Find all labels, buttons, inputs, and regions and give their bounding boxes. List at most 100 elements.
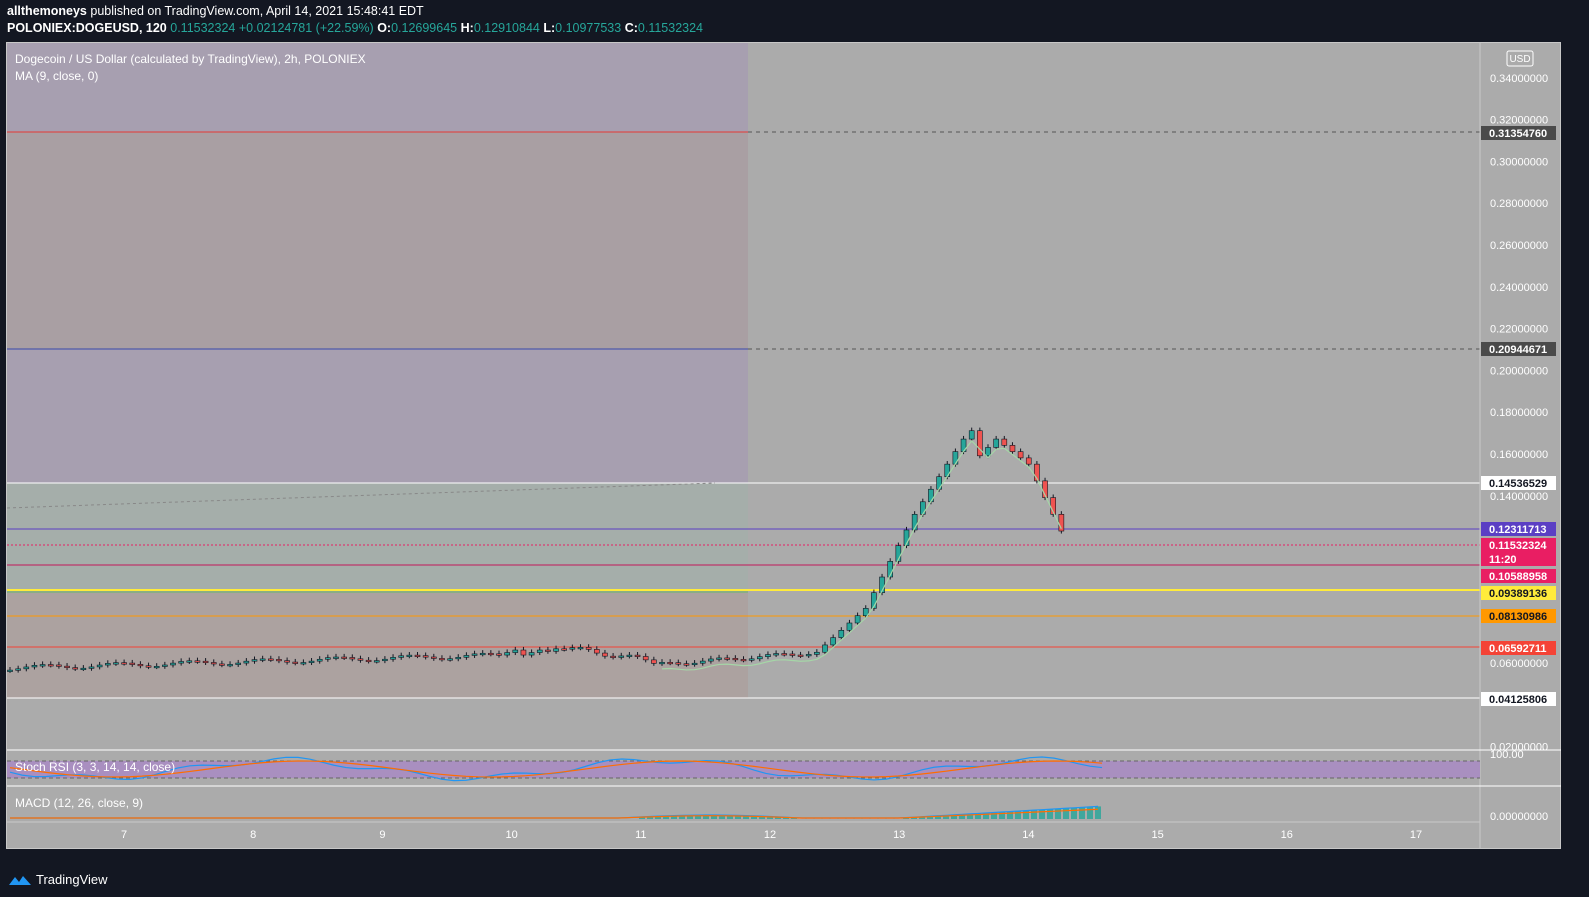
candle-body — [251, 659, 258, 662]
macd-bar — [735, 815, 741, 819]
macd-bar — [679, 815, 685, 819]
macd-bar — [1015, 811, 1021, 819]
candle-body — [830, 637, 836, 646]
candle-body — [683, 663, 690, 666]
tradingview-logo-icon — [9, 875, 31, 885]
candle-body — [439, 658, 445, 661]
trend-line[interactable] — [6, 482, 716, 509]
macd-bar — [951, 814, 957, 819]
macd-bar — [719, 815, 725, 819]
macd-bar — [663, 815, 669, 819]
y-tick-label: 0.34000000 — [1490, 73, 1548, 85]
candle-body — [300, 662, 307, 665]
candle-body — [23, 666, 30, 670]
candle-body — [1025, 457, 1032, 465]
macd-bar — [911, 817, 917, 819]
candle-body — [210, 662, 217, 665]
candle-body — [985, 447, 991, 457]
x-tick-label: 14 — [1022, 829, 1034, 841]
price-label-bg — [1481, 476, 1556, 490]
candle-body — [88, 666, 95, 669]
candle-body — [968, 430, 975, 440]
candle-body — [479, 652, 486, 656]
candle-body — [732, 658, 739, 661]
macd-bar — [935, 815, 941, 819]
macd-bar — [727, 815, 733, 819]
candle-body — [406, 654, 413, 657]
candle-body — [382, 658, 388, 662]
candle-body — [610, 655, 616, 658]
y-tick-label: 0.28000000 — [1490, 198, 1548, 210]
price-label: 0.10588958 — [1489, 571, 1547, 583]
candle-body — [365, 659, 372, 663]
candle-body — [496, 653, 502, 656]
x-tick-label: 12 — [764, 829, 776, 841]
candle-body — [748, 658, 755, 661]
candle-body — [545, 649, 551, 652]
candle-body — [838, 630, 845, 638]
x-tick-label: 17 — [1410, 829, 1422, 841]
macd-bar — [1023, 810, 1029, 819]
macd-bar — [1087, 806, 1093, 819]
candle-body — [121, 662, 127, 665]
candle-body — [455, 657, 462, 660]
macd-bar — [1047, 809, 1053, 819]
x-tick-label: 8 — [250, 829, 256, 841]
candle-body — [39, 664, 46, 667]
macd-bar — [1071, 807, 1077, 819]
macd-bar — [991, 812, 997, 819]
candle-body — [64, 665, 70, 668]
candle-body — [1001, 438, 1008, 446]
brand-footer[interactable]: TradingView — [8, 872, 108, 887]
macd-bar — [983, 812, 989, 819]
stoch-legend: Stoch RSI (3, 3, 14, 14, close) — [15, 760, 175, 774]
y-tick-label: 0.14000000 — [1490, 491, 1548, 503]
y-tick-label: 0.26000000 — [1490, 240, 1548, 252]
macd-signal-line — [10, 808, 1099, 819]
entry-zone — [7, 483, 748, 591]
candle-body — [390, 657, 396, 660]
close-label: C: — [624, 21, 638, 35]
price-change: +0.02124781 (+22.59%) — [238, 21, 374, 35]
y-axis[interactable]: 0.34000000 0.32000000 0.30000000 0.28000000… — [1490, 73, 1548, 754]
macd-bar — [751, 815, 757, 819]
candle-body — [80, 667, 87, 671]
candle-body — [398, 655, 405, 658]
candle-body — [243, 660, 250, 664]
macd-bar — [975, 813, 981, 819]
candle-body — [316, 658, 323, 662]
candle-body — [430, 656, 437, 659]
price-label-bg — [1481, 342, 1556, 356]
candle-body — [170, 662, 176, 666]
macd-bar — [1095, 806, 1101, 819]
price-label: 0.11532324 — [1489, 540, 1547, 552]
candle-body — [219, 663, 225, 666]
price-label-bg — [1481, 609, 1556, 623]
candle-body — [814, 651, 820, 655]
macd-bar — [919, 816, 925, 819]
macd-bar — [639, 816, 645, 819]
candle-body — [96, 664, 103, 668]
candle-body — [422, 655, 429, 658]
macd-axis-tick: 0.00000000 — [1490, 811, 1548, 823]
candle-body — [129, 662, 136, 665]
macd-bar — [1063, 808, 1069, 819]
candle-body — [569, 647, 576, 650]
currency-badge[interactable] — [1506, 50, 1534, 67]
macd-bar — [967, 813, 973, 819]
candle-body — [178, 661, 184, 664]
y-tick-label: 0.22000000 — [1490, 324, 1548, 336]
macd-bar — [943, 815, 949, 819]
candle-body — [1017, 451, 1024, 459]
author-name[interactable]: allthemoneys — [7, 4, 87, 18]
candle-body — [227, 664, 233, 667]
x-axis[interactable]: 7 8 9 10 11 12 13 14 15 16 17 — [121, 829, 1422, 841]
candle-body — [520, 649, 527, 656]
candle-body — [56, 664, 62, 667]
candles-group — [7, 427, 1065, 673]
candle-body — [805, 654, 812, 657]
macd-bar — [783, 817, 789, 819]
price-label: 0.06592711 — [1489, 643, 1547, 655]
ma-line — [661, 439, 1062, 671]
